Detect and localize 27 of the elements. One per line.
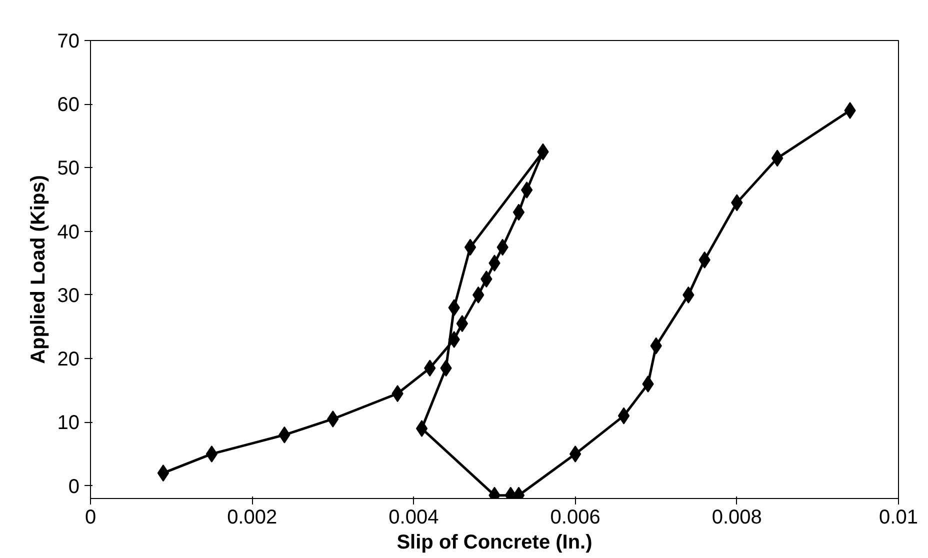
x-tick-label: 0: [84, 506, 96, 528]
x-tick-label: 0.008: [712, 506, 762, 528]
y-tick-label: 70: [57, 30, 80, 52]
point: [464, 238, 476, 256]
point: [618, 407, 630, 424]
y-tick-label: 0: [68, 476, 80, 498]
x-tick-label: 0.006: [550, 506, 600, 528]
point: [206, 445, 218, 462]
y-tick-label: 30: [57, 284, 80, 307]
point: [416, 420, 428, 438]
x-axis-title: Slip of Concrete (In.): [396, 532, 592, 554]
y-tick-label: 20: [57, 348, 80, 371]
point: [642, 376, 654, 392]
x-tick-label: 0.01: [879, 506, 918, 528]
point: [157, 464, 170, 482]
y-tick-label: 10: [57, 412, 80, 434]
y-tick-label: 40: [57, 221, 80, 244]
point: [512, 204, 525, 221]
y-axis-title: Applied Load (Kips): [27, 175, 50, 364]
point: [771, 150, 784, 167]
point: [569, 445, 582, 462]
point: [520, 181, 533, 198]
x-tick-label: 0.004: [388, 506, 439, 528]
point: [456, 315, 468, 332]
x-tick-label: 0.002: [227, 506, 278, 528]
y-tick-label: 60: [57, 94, 80, 116]
y-tick-label: 50: [57, 158, 80, 180]
